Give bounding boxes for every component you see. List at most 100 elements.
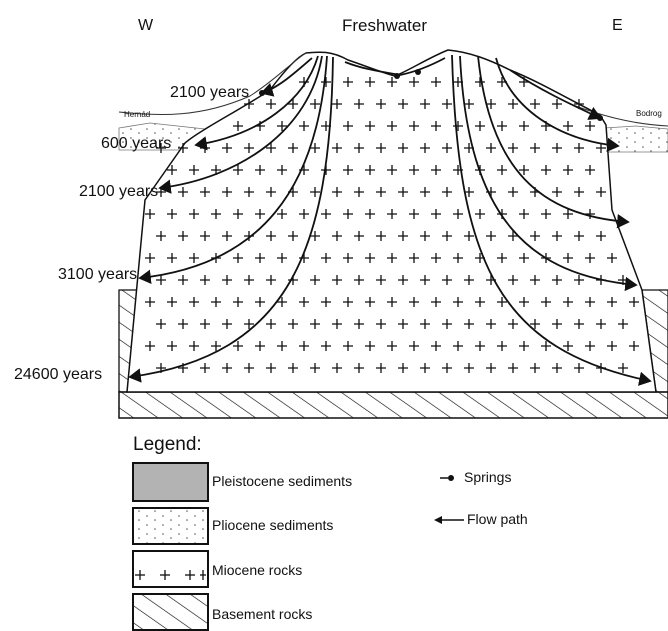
plus-mark xyxy=(343,121,353,131)
plus-mark xyxy=(343,253,353,263)
plus-mark xyxy=(574,363,584,373)
plus-mark xyxy=(409,165,419,175)
plus-mark xyxy=(343,341,353,351)
legend-label-flow-path: Flow path xyxy=(467,511,528,527)
plus-mark xyxy=(321,77,331,87)
flow-path-right-3 xyxy=(477,55,630,229)
plus-mark xyxy=(563,253,573,263)
plus-mark xyxy=(354,275,364,285)
miocene-swatch xyxy=(132,550,209,588)
plus-mark xyxy=(343,77,353,87)
spring-icon xyxy=(259,90,265,96)
plus-mark xyxy=(233,209,243,219)
plus-mark xyxy=(332,187,342,197)
plus-mark xyxy=(310,275,320,285)
plus-mark xyxy=(255,297,265,307)
plus-mark xyxy=(222,319,232,329)
plus-mark xyxy=(178,143,188,153)
plus-mark xyxy=(200,187,210,197)
plus-mark xyxy=(277,209,287,219)
plus-mark xyxy=(288,319,298,329)
plus-mark xyxy=(442,231,452,241)
miocene-swatch-plus-marks xyxy=(135,570,206,580)
plus-mark xyxy=(277,297,287,307)
plus-mark xyxy=(222,363,232,373)
plus-mark xyxy=(211,209,221,219)
plus-mark xyxy=(211,165,221,175)
plus-mark xyxy=(596,187,606,197)
plus-mark xyxy=(541,209,551,219)
plus-mark xyxy=(354,319,364,329)
plus-mark xyxy=(409,253,419,263)
plus-mark xyxy=(618,319,628,329)
plus-mark xyxy=(343,209,353,219)
plus-mark xyxy=(409,209,419,219)
plus-mark xyxy=(332,275,342,285)
plus-mark xyxy=(453,297,463,307)
plus-mark xyxy=(321,253,331,263)
plus-mark xyxy=(431,297,441,307)
plus-mark xyxy=(409,77,419,87)
plus-mark xyxy=(167,341,177,351)
plus-mark xyxy=(398,275,408,285)
plus-mark xyxy=(398,363,408,373)
plus-mark xyxy=(508,363,518,373)
plus-mark xyxy=(189,341,199,351)
flow-path-left-1 xyxy=(260,57,313,97)
flow-path-left-2 xyxy=(194,55,319,151)
spring-icon xyxy=(440,475,454,481)
plus-mark xyxy=(574,187,584,197)
legend-label-pleistocene: Pleistocene sediments xyxy=(212,473,352,489)
plus-mark xyxy=(519,297,529,307)
plus-mark xyxy=(541,341,551,351)
plus-mark xyxy=(464,187,474,197)
plus-mark xyxy=(233,121,243,131)
plus-mark xyxy=(398,231,408,241)
plus-mark xyxy=(189,297,199,307)
flow-paths xyxy=(128,54,652,386)
plus-mark xyxy=(277,165,287,175)
plus-mark xyxy=(354,187,364,197)
plus-mark xyxy=(464,319,474,329)
plus-mark xyxy=(376,319,386,329)
plus-mark xyxy=(442,99,452,109)
plus-mark xyxy=(585,341,595,351)
plus-mark xyxy=(387,209,397,219)
plus-mark xyxy=(497,253,507,263)
plus-mark xyxy=(519,165,529,175)
plus-mark xyxy=(266,275,276,285)
plus-mark xyxy=(266,99,276,109)
legend-label-pliocene: Pliocene sediments xyxy=(212,517,333,533)
flow-path-left-5 xyxy=(128,56,334,383)
plus-mark xyxy=(530,319,540,329)
plus-mark xyxy=(365,121,375,131)
plus-mark xyxy=(552,187,562,197)
plus-mark xyxy=(574,275,584,285)
plus-mark xyxy=(310,363,320,373)
plus-mark xyxy=(398,99,408,109)
plus-mark xyxy=(167,165,177,175)
plus-mark xyxy=(574,319,584,329)
flow-path-right-2 xyxy=(495,57,620,153)
plus-mark xyxy=(145,341,155,351)
plus-mark xyxy=(596,143,606,153)
plus-mark xyxy=(387,121,397,131)
plus-mark xyxy=(189,253,199,263)
plus-mark xyxy=(475,209,485,219)
plus-mark xyxy=(376,231,386,241)
plus-mark xyxy=(277,121,287,131)
plus-mark xyxy=(420,231,430,241)
east-label: E xyxy=(612,17,623,34)
plus-mark xyxy=(288,231,298,241)
pliocene-sediments-right xyxy=(603,125,668,153)
plus-mark xyxy=(255,165,265,175)
plus-mark xyxy=(431,341,441,351)
plus-mark xyxy=(464,99,474,109)
plus-mark xyxy=(233,165,243,175)
age-label: 2100 years xyxy=(170,84,249,101)
plus-mark xyxy=(420,319,430,329)
plus-mark xyxy=(563,165,573,175)
plus-mark xyxy=(310,319,320,329)
legend-label-basement: Basement rocks xyxy=(212,606,312,622)
miocene-rocks-block xyxy=(126,49,657,393)
